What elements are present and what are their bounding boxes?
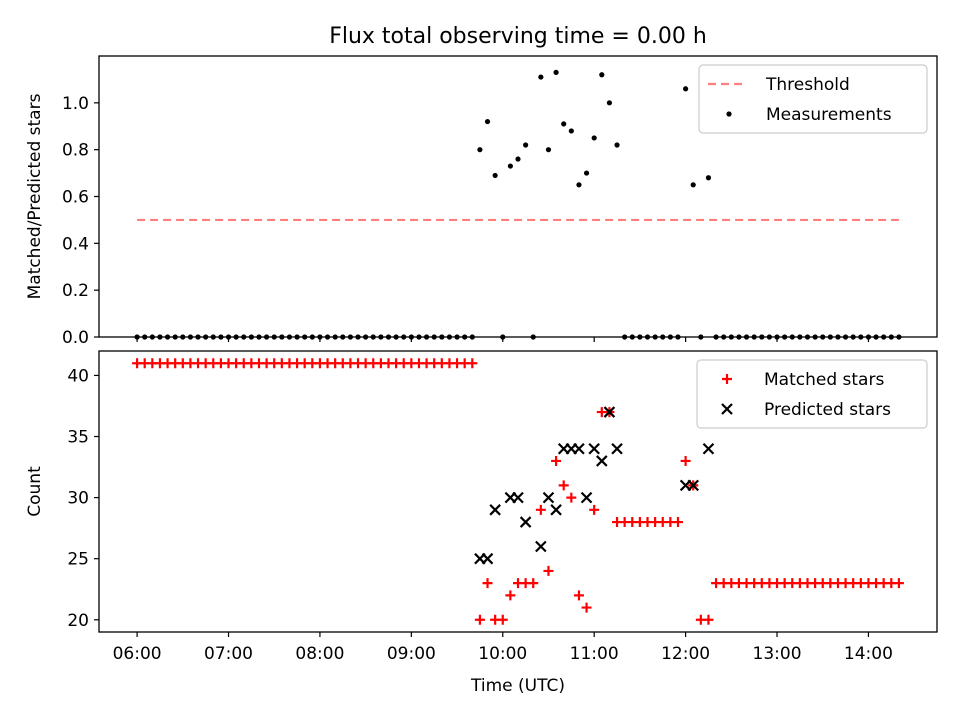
matched-stars-point bbox=[566, 492, 577, 503]
y-tick-label: 1.0 bbox=[62, 94, 89, 114]
matched-stars-point bbox=[573, 590, 584, 601]
predicted-stars-point bbox=[519, 516, 532, 528]
x-tick-label: 10:00 bbox=[478, 644, 527, 664]
measurement-point bbox=[583, 170, 590, 176]
predicted-stars-point bbox=[542, 491, 555, 504]
predicted-stars-point bbox=[702, 442, 715, 455]
y-tick-label: 25 bbox=[67, 550, 89, 570]
matched-stars-point bbox=[672, 517, 683, 528]
matched-stars-point bbox=[505, 590, 516, 601]
legend-predicted-handle bbox=[721, 403, 733, 415]
predicted-stars-point bbox=[596, 455, 608, 467]
measurement-point bbox=[614, 142, 620, 148]
measurement-point bbox=[576, 182, 582, 188]
measurement-point bbox=[568, 128, 574, 134]
predicted-stars-point bbox=[611, 442, 623, 455]
matched-stars-point bbox=[535, 504, 546, 515]
predicted-stars-point bbox=[535, 540, 547, 553]
y-axis-label: Count bbox=[25, 466, 45, 517]
panel-ratio: 0.0 0.2 0.4 0.6 0.8 1.0 Matched/Predicted star… bbox=[25, 55, 938, 348]
y-tick-label: 30 bbox=[67, 489, 89, 509]
measurement-point bbox=[591, 135, 597, 141]
x-tick-label: 07:00 bbox=[204, 644, 253, 664]
matched-stars-point bbox=[528, 578, 539, 589]
y-axis-label: Matched/Predicted stars bbox=[25, 93, 45, 299]
count-legend: Matched stars Predicted stars bbox=[696, 359, 928, 429]
y-tick-label: 20 bbox=[67, 611, 89, 631]
measurement-point bbox=[606, 100, 613, 106]
x-tick-label: 12:00 bbox=[661, 644, 710, 664]
chart-title: Flux total observing time = 0.00 h bbox=[329, 24, 707, 49]
predicted-stars-point bbox=[550, 504, 562, 516]
y-tick-label: 35 bbox=[67, 428, 89, 448]
measurement-point bbox=[690, 182, 696, 188]
y-tick-label: 0.4 bbox=[62, 234, 89, 254]
measurement-point bbox=[523, 142, 529, 148]
matched-stars-point bbox=[467, 358, 478, 369]
predicted-stars-point bbox=[603, 406, 616, 418]
legend-matched-handle bbox=[722, 374, 732, 384]
y-tick-label: 0.8 bbox=[62, 141, 89, 161]
matched-stars-point bbox=[497, 614, 508, 625]
x-tick-label: 11:00 bbox=[570, 644, 619, 664]
predicted-stars-point bbox=[489, 504, 501, 516]
measurement-point bbox=[561, 121, 567, 127]
legend-label: Measurements bbox=[766, 105, 892, 125]
matched-stars-point bbox=[558, 480, 569, 491]
measurement-point bbox=[477, 147, 483, 153]
matched-stars-point bbox=[581, 602, 592, 613]
x-tick-label: 09:00 bbox=[387, 644, 436, 664]
legend-label: Threshold bbox=[765, 75, 850, 95]
matched-stars-point bbox=[589, 504, 600, 515]
x-axis-label: Time (UTC) bbox=[470, 676, 565, 696]
legend-label: Predicted stars bbox=[764, 400, 891, 420]
measurement-point bbox=[484, 118, 491, 125]
measurement-point bbox=[683, 86, 689, 92]
matched-stars-point bbox=[474, 614, 485, 625]
predicted-stars-point bbox=[481, 552, 494, 565]
measurement-point bbox=[515, 156, 521, 162]
predicted-stars-point bbox=[588, 442, 600, 455]
measurement-point bbox=[538, 74, 544, 80]
measurement-point bbox=[599, 72, 605, 78]
measurement-point bbox=[492, 172, 498, 179]
measurement-point bbox=[507, 163, 513, 169]
y-tick-label: 0.6 bbox=[62, 188, 89, 208]
predicted-stars-point bbox=[687, 479, 699, 492]
y-tick-label: 0.2 bbox=[62, 281, 89, 301]
measurement-point bbox=[553, 69, 559, 75]
y-tick-label: 0.0 bbox=[62, 328, 89, 348]
matched-stars-point bbox=[482, 578, 493, 589]
matched-stars-point bbox=[543, 565, 554, 576]
predicted-stars-point bbox=[580, 491, 593, 504]
predicted-stars-point bbox=[512, 491, 524, 504]
measurement-point bbox=[545, 147, 552, 153]
matched-stars-point bbox=[680, 455, 691, 466]
panel-counts: 06:00 07:00 08:00 09:00 10:00 11:00 12:00 13:00… bbox=[25, 350, 938, 696]
legend-label: Matched stars bbox=[764, 370, 884, 390]
x-tick-label: 06:00 bbox=[113, 644, 162, 664]
measurement-point bbox=[705, 175, 712, 181]
count-series-2 bbox=[474, 406, 715, 565]
matched-stars-point bbox=[703, 614, 714, 625]
legend-box bbox=[696, 359, 928, 429]
legend-box bbox=[698, 64, 928, 134]
predicted-stars-point bbox=[573, 442, 585, 455]
y-tick-label: 40 bbox=[67, 366, 89, 386]
matched-stars-point bbox=[551, 455, 562, 466]
x-tick-label: 13:00 bbox=[753, 644, 802, 664]
count-axes-frame bbox=[98, 350, 938, 633]
ratio-legend: Threshold Measurements bbox=[698, 64, 928, 134]
legend-measurements-handle bbox=[726, 111, 732, 117]
matched-stars-point bbox=[893, 578, 904, 589]
x-tick-label: 08:00 bbox=[295, 644, 344, 664]
x-tick-label: 14:00 bbox=[844, 644, 893, 664]
count-series-1 bbox=[132, 358, 904, 625]
